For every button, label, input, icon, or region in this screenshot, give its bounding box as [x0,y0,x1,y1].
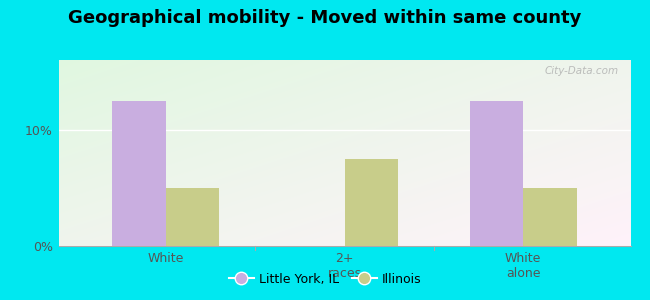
Bar [344,159,398,246]
Bar [523,188,577,246]
Bar [470,101,523,246]
Text: City-Data.com: City-Data.com [545,66,619,76]
Bar [112,101,166,246]
Bar [166,188,220,246]
Legend: Little York, IL, Illinois: Little York, IL, Illinois [224,268,426,291]
Text: Geographical mobility - Moved within same county: Geographical mobility - Moved within sam… [68,9,582,27]
